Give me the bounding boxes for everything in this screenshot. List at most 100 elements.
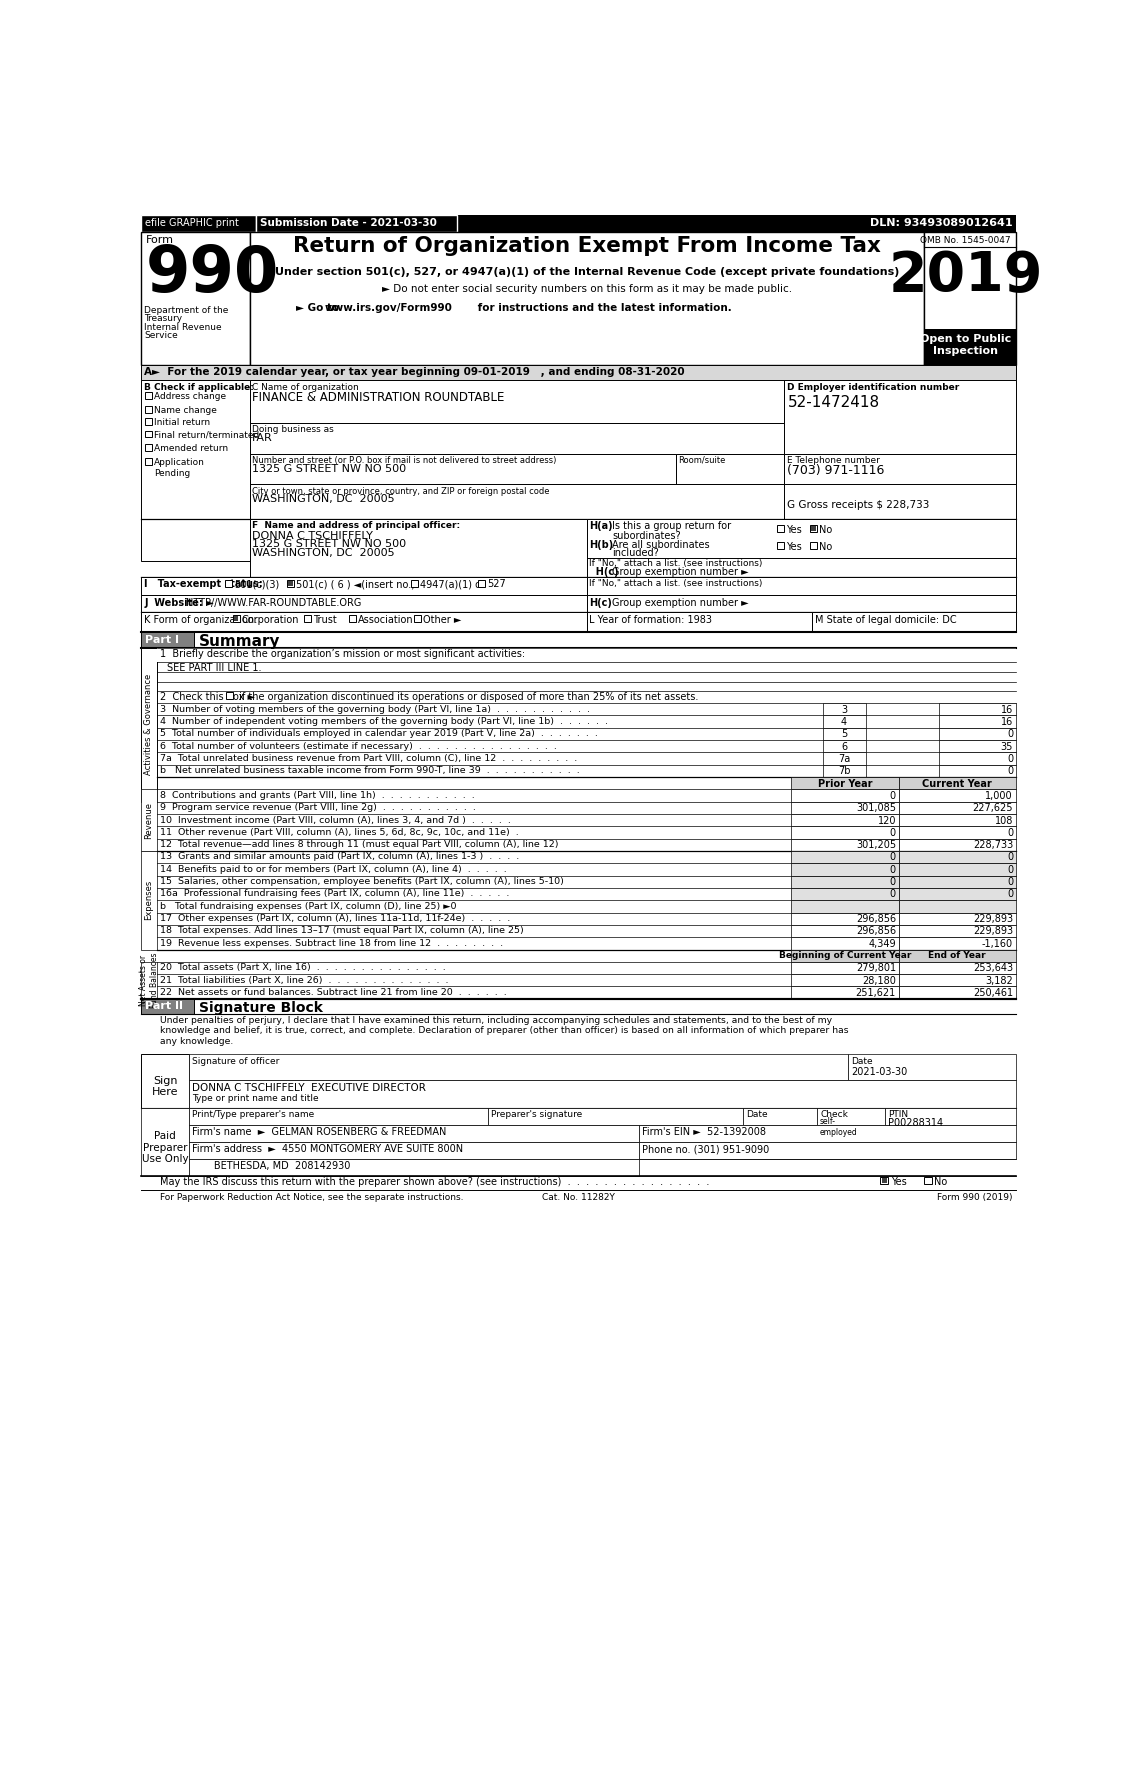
Text: E Telephone number: E Telephone number: [787, 457, 881, 466]
Text: 16: 16: [1000, 704, 1013, 715]
Bar: [227, 693, 234, 698]
Text: 5  Total number of individuals employed in calendar year 2019 (Part V, line 2a) : 5 Total number of individuals employed i…: [159, 729, 597, 738]
Text: 3  Number of voting members of the governing body (Part VI, line 1a)  .  .  .  .: 3 Number of voting members of the govern…: [159, 704, 589, 713]
Bar: [790, 826, 899, 838]
Text: H(b): H(b): [589, 539, 613, 550]
Text: Open to Public
Inspection: Open to Public Inspection: [920, 335, 1012, 356]
Text: Form: Form: [146, 235, 174, 245]
Bar: [145, 419, 152, 424]
Bar: [790, 974, 899, 987]
Text: If "No," attach a list. (see instructions): If "No," attach a list. (see instruction…: [589, 559, 762, 568]
Text: DONNA C TSCHIFFELY: DONNA C TSCHIFFELY: [252, 530, 373, 541]
Text: 19  Revenue less expenses. Subtract line 18 from line 12  .  .  .  .  .  .  .  .: 19 Revenue less expenses. Subtract line …: [159, 938, 502, 947]
Bar: [790, 863, 899, 876]
Bar: [899, 913, 1016, 924]
Bar: [145, 407, 152, 412]
Bar: [899, 937, 1016, 949]
Bar: [899, 924, 1016, 937]
Text: Current Year: Current Year: [922, 779, 992, 788]
Text: Is this a group return for: Is this a group return for: [612, 521, 732, 532]
Text: WASHINGTON, DC  20005: WASHINGTON, DC 20005: [252, 548, 394, 557]
Text: 0: 0: [1007, 878, 1013, 887]
Text: 0: 0: [890, 890, 896, 899]
Bar: [304, 616, 310, 621]
Text: 21  Total liabilities (Part X, line 26)  .  .  .  .  .  .  .  .  .  .  .  .  .  : 21 Total liabilities (Part X, line 26) .…: [159, 976, 448, 985]
Text: 4: 4: [841, 716, 847, 727]
Text: 250,461: 250,461: [973, 989, 1013, 998]
Bar: [939, 740, 1016, 752]
Text: 1  Briefly describe the organization’s mission or most significant activities:: 1 Briefly describe the organization’s mi…: [159, 648, 525, 659]
Bar: [823, 704, 866, 715]
Bar: [823, 727, 866, 740]
Text: Internal Revenue: Internal Revenue: [145, 322, 222, 331]
Text: DONNA C TSCHIFFELY  EXECUTIVE DIRECTOR: DONNA C TSCHIFFELY EXECUTIVE DIRECTOR: [192, 1084, 426, 1093]
Bar: [790, 924, 899, 937]
Bar: [288, 580, 292, 586]
Text: Activities & Governance: Activities & Governance: [145, 673, 154, 776]
Bar: [145, 430, 152, 437]
Text: b   Net unrelated business taxable income from Form 990-T, line 39  .  .  .  .  : b Net unrelated business taxable income …: [159, 767, 579, 776]
Text: 227,625: 227,625: [972, 802, 1013, 813]
Bar: [790, 813, 899, 826]
Text: 296,856: 296,856: [856, 913, 896, 924]
Text: 4947(a)(1) or: 4947(a)(1) or: [420, 578, 485, 589]
Text: Service: Service: [145, 331, 178, 340]
Text: Summary: Summary: [199, 634, 281, 648]
Bar: [190, 1055, 848, 1080]
Bar: [141, 1109, 190, 1177]
Bar: [899, 777, 1016, 790]
Text: Cat. No. 11282Y: Cat. No. 11282Y: [542, 1193, 614, 1202]
Bar: [233, 616, 239, 621]
Bar: [899, 826, 1016, 838]
Bar: [141, 613, 587, 632]
Text: Address change: Address change: [155, 392, 227, 401]
Bar: [823, 715, 866, 727]
Bar: [899, 851, 1016, 863]
Bar: [790, 777, 899, 790]
Text: 18  Total expenses. Add lines 13–17 (must equal Part IX, column (A), line 25): 18 Total expenses. Add lines 13–17 (must…: [159, 926, 524, 935]
Bar: [777, 543, 784, 550]
Text: 108: 108: [995, 815, 1013, 826]
Text: Initial return: Initial return: [155, 419, 210, 428]
Text: 6: 6: [841, 741, 847, 752]
Text: 8  Contributions and grants (Part VIII, line 1h)  .  .  .  .  .  .  .  .  .  .  : 8 Contributions and grants (Part VIII, l…: [159, 792, 474, 801]
Text: 0: 0: [890, 878, 896, 887]
Bar: [790, 937, 899, 949]
Bar: [141, 380, 250, 561]
Bar: [881, 1177, 889, 1184]
Text: 120: 120: [877, 815, 896, 826]
Bar: [250, 423, 785, 453]
Bar: [587, 519, 1016, 577]
Text: 7a: 7a: [838, 754, 850, 765]
Text: HTTP//WWW.FAR-ROUNDTABLE.ORG: HTTP//WWW.FAR-ROUNDTABLE.ORG: [186, 598, 361, 607]
Text: F  Name and address of principal officer:: F Name and address of principal officer:: [252, 521, 461, 530]
Text: 2021-03-30: 2021-03-30: [851, 1066, 908, 1076]
Text: 0: 0: [1007, 827, 1013, 838]
Text: Under section 501(c), 527, or 4947(a)(1) of the Internal Revenue Code (except pr: Under section 501(c), 527, or 4947(a)(1)…: [274, 267, 899, 278]
Text: 7a  Total unrelated business revenue from Part VIII, column (C), line 12  .  .  : 7a Total unrelated business revenue from…: [159, 754, 577, 763]
Text: FINANCE & ADMINISTRATION ROUNDTABLE: FINANCE & ADMINISTRATION ROUNDTABLE: [252, 390, 505, 405]
Bar: [790, 962, 899, 974]
Bar: [899, 901, 1016, 913]
Text: Firm's EIN ►  52-1392008: Firm's EIN ► 52-1392008: [641, 1127, 765, 1137]
Bar: [899, 974, 1016, 987]
Text: 9  Program service revenue (Part VIII, line 2g)  .  .  .  .  .  .  .  .  .  .  .: 9 Program service revenue (Part VIII, li…: [159, 802, 475, 811]
Bar: [924, 1177, 931, 1184]
Text: 0: 0: [1007, 890, 1013, 899]
Text: 3: 3: [841, 704, 847, 715]
Text: 296,856: 296,856: [856, 926, 896, 937]
Text: PTIN: PTIN: [889, 1110, 909, 1119]
Text: 501(c)(3): 501(c)(3): [234, 578, 279, 589]
Text: D Employer identification number: D Employer identification number: [787, 383, 960, 392]
Bar: [939, 715, 1016, 727]
Bar: [190, 1143, 639, 1159]
Bar: [479, 580, 485, 587]
Bar: [939, 752, 1016, 765]
Text: 279,801: 279,801: [856, 964, 896, 973]
Bar: [790, 851, 899, 863]
Bar: [250, 453, 676, 484]
Text: 0: 0: [890, 792, 896, 801]
Text: Net Assets or
Fund Balances: Net Assets or Fund Balances: [139, 953, 158, 1008]
Bar: [250, 231, 924, 365]
Bar: [250, 380, 785, 423]
